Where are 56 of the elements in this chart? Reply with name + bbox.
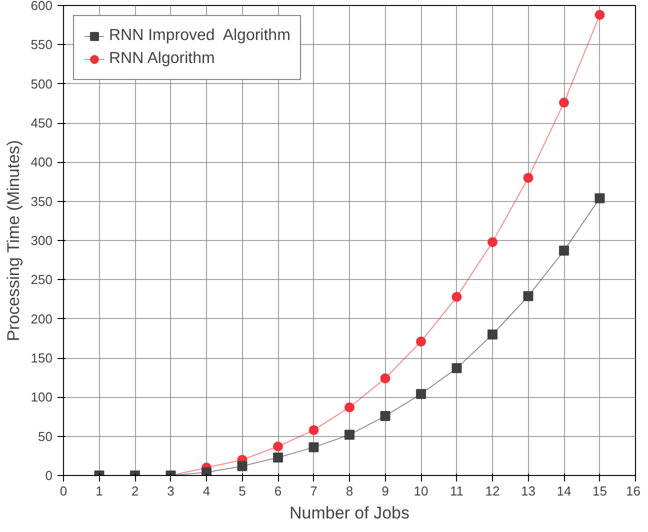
y-tick-label: 200: [30, 311, 53, 326]
x-tick-label: 16: [626, 484, 641, 498]
point: [452, 292, 462, 302]
point: [344, 402, 354, 412]
point: [344, 430, 354, 440]
legend-label: RNN Improved Algorithm: [109, 27, 290, 45]
x-tick-label: 1: [96, 484, 103, 498]
y-tick-label: 450: [30, 116, 53, 130]
x-tick-label: 4: [202, 484, 210, 498]
y-tick-label: 600: [30, 0, 53, 13]
point: [273, 452, 283, 462]
x-tick-label: 14: [556, 484, 572, 498]
x-tick-label: 5: [238, 484, 246, 498]
y-tick-label: 100: [30, 390, 53, 405]
y-tick-label: 300: [30, 233, 53, 248]
x-tick-label: 12: [485, 484, 500, 498]
point: [594, 10, 605, 20]
y-axis-title: Processing Time (Minutes): [4, 140, 23, 342]
point: [523, 172, 534, 183]
x-tick-label: 11: [450, 484, 464, 498]
x-tick-label: 3: [167, 484, 174, 498]
y-tick-label: 550: [30, 37, 53, 52]
point: [559, 246, 569, 256]
point: [488, 330, 498, 340]
point: [594, 193, 605, 204]
x-tick-label: 10: [414, 484, 428, 498]
point: [523, 291, 534, 302]
x-tick-label: 0: [60, 484, 68, 498]
x-tick-label: 13: [521, 484, 536, 498]
point: [452, 363, 462, 374]
x-tick-label: 8: [346, 484, 354, 498]
y-tick-label: 400: [30, 154, 53, 170]
point: [308, 425, 319, 436]
point: [202, 467, 212, 476]
point: [488, 237, 498, 248]
y-tick-label: 150: [30, 350, 53, 366]
point: [380, 373, 390, 384]
point: [559, 98, 569, 108]
x-axis-title: Number of Jobs: [290, 504, 410, 522]
point: [273, 442, 283, 452]
y-tick-label: 250: [30, 272, 53, 288]
x-tick-label: 15: [592, 484, 607, 498]
point: [416, 336, 426, 347]
x-tick-label: 6: [274, 484, 282, 498]
point: [308, 442, 319, 452]
x-tick-label: 2: [131, 484, 139, 498]
point: [380, 410, 390, 421]
point: [237, 461, 248, 472]
y-tick-label: 50: [38, 428, 53, 444]
point: [416, 389, 426, 400]
y-tick-label: 0: [45, 468, 53, 483]
x-tick-label: 9: [382, 484, 389, 498]
x-tick-label: 7: [310, 484, 318, 498]
y-tick-label: 500: [30, 76, 53, 92]
legend-label: RNN Algorithm: [109, 50, 215, 68]
y-tick-label: 350: [30, 194, 53, 209]
